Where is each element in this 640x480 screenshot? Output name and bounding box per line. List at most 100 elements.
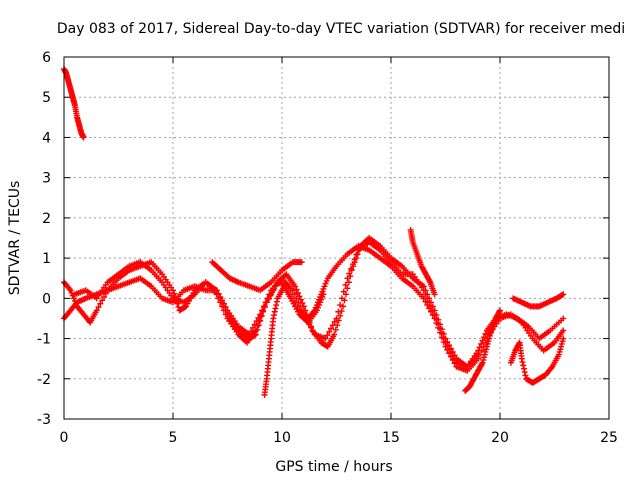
data-point — [264, 295, 271, 302]
y-tick-label: 3 — [42, 171, 51, 187]
series-s8 — [462, 307, 503, 394]
data-point — [340, 288, 347, 295]
data-point — [476, 344, 483, 351]
data-point — [447, 349, 454, 356]
data-point — [80, 134, 87, 141]
data-point — [329, 322, 336, 329]
data-point — [331, 318, 338, 325]
data-point — [99, 297, 106, 304]
data-point — [422, 291, 429, 298]
data-point — [519, 359, 526, 366]
series-s9 — [510, 291, 567, 310]
data-point — [560, 327, 567, 334]
data-point — [478, 340, 485, 347]
data-point — [328, 325, 335, 332]
data-point — [335, 308, 342, 315]
y-axis-label: SDTVAR / TECUs — [7, 181, 23, 296]
data-point — [332, 326, 339, 333]
data-point — [520, 365, 527, 372]
grid — [64, 57, 609, 419]
data-point — [451, 356, 458, 363]
data-point — [342, 281, 349, 288]
y-tick-label: 2 — [42, 211, 51, 227]
series-s7 — [407, 226, 438, 298]
data-point — [271, 312, 278, 319]
data-point — [420, 287, 427, 294]
data-point — [424, 295, 431, 302]
data-point — [293, 295, 300, 302]
data-point — [442, 339, 449, 346]
data-point — [479, 337, 486, 344]
y-tick-label: 4 — [42, 130, 51, 146]
tick-labels: 0 5 10 15 20 25 -3 -2 -1 0 1 2 3 4 5 6 — [37, 50, 618, 446]
series-s4 — [71, 239, 482, 370]
data-point — [260, 303, 267, 310]
data-point — [298, 307, 305, 314]
y-tick-label: 5 — [42, 90, 51, 106]
data-point — [320, 291, 327, 298]
data-point — [222, 311, 229, 318]
data-point — [482, 330, 489, 337]
data-point — [217, 293, 224, 300]
data-point — [337, 312, 344, 319]
data-point — [259, 307, 266, 314]
data-point — [338, 295, 345, 302]
x-tick-label: 20 — [491, 430, 509, 446]
series-s6 — [261, 283, 327, 398]
data-point — [449, 352, 456, 359]
data-point — [93, 307, 100, 314]
data-point — [426, 299, 433, 306]
data-point — [431, 311, 438, 318]
data-point — [475, 351, 482, 358]
data-point — [351, 256, 358, 263]
data-point — [273, 302, 280, 309]
data-point — [560, 315, 567, 322]
series-s3 — [61, 235, 567, 370]
data-point — [249, 324, 256, 331]
data-point — [222, 304, 229, 311]
data-point — [97, 300, 104, 307]
data-point — [272, 305, 279, 312]
data-point — [266, 291, 273, 298]
data-point — [220, 300, 227, 307]
data-point — [102, 290, 109, 297]
y-tick-label: -3 — [37, 412, 51, 428]
data-point — [344, 275, 351, 282]
data-point — [337, 302, 344, 309]
data-point — [324, 332, 331, 339]
data-point — [346, 270, 353, 277]
data-point — [262, 299, 269, 306]
x-tick-label: 15 — [382, 430, 400, 446]
data-point — [437, 325, 444, 332]
data-point — [333, 315, 340, 322]
y-tick-label: 1 — [42, 251, 51, 267]
data-point — [291, 291, 298, 298]
x-tick-label: 25 — [600, 430, 618, 446]
data-point — [446, 346, 453, 353]
series-s1 — [61, 66, 87, 141]
x-tick-label: 5 — [169, 430, 178, 446]
data-point — [560, 335, 567, 342]
data-point — [435, 320, 442, 327]
data-point — [170, 287, 176, 294]
data-point — [326, 328, 333, 335]
data-point — [251, 321, 258, 328]
data-point — [353, 251, 360, 258]
data-point — [344, 285, 351, 292]
data-point — [213, 287, 220, 294]
data-layer — [61, 66, 567, 398]
data-point — [294, 289, 301, 296]
data-point — [348, 265, 355, 272]
data-point — [522, 372, 529, 379]
data-point — [497, 307, 503, 314]
data-point — [100, 293, 107, 300]
y-tick-label: -2 — [37, 372, 51, 388]
data-point — [560, 291, 567, 298]
data-point — [431, 291, 438, 298]
data-point — [219, 297, 226, 304]
series-s5 — [209, 259, 305, 294]
data-point — [309, 328, 316, 335]
data-point — [248, 328, 255, 335]
x-tick-label: 10 — [273, 430, 291, 446]
